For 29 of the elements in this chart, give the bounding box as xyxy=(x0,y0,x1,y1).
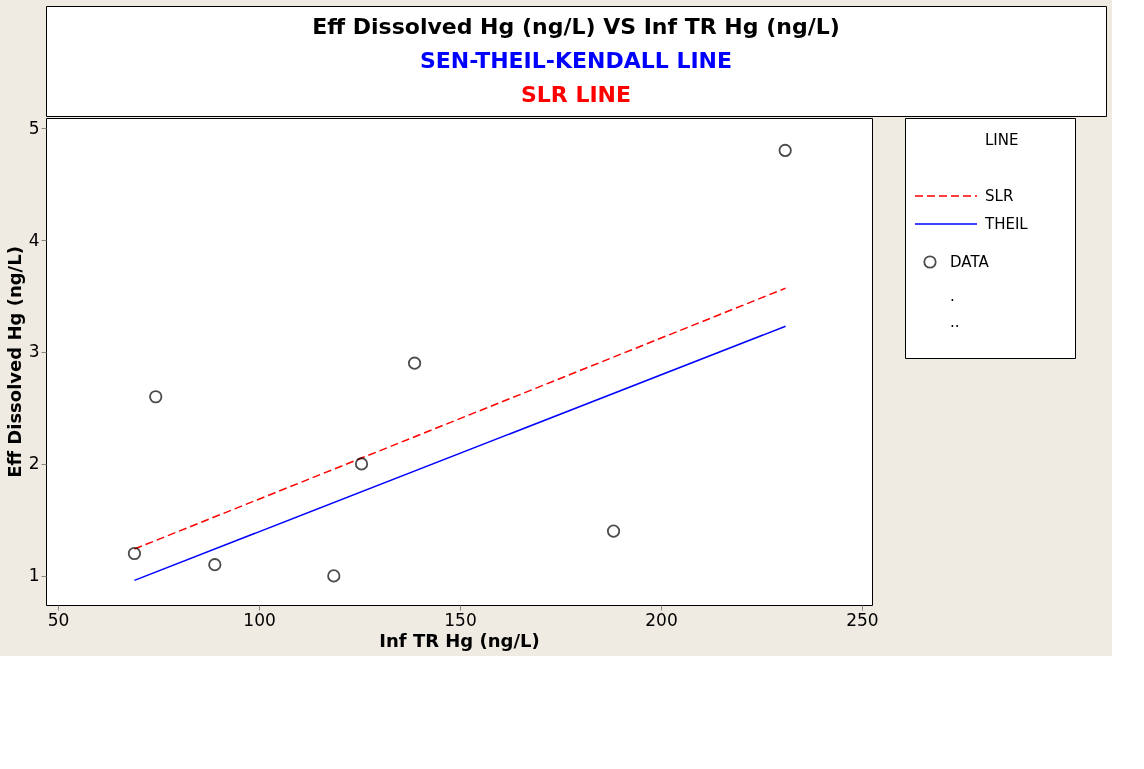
legend-label: SLR xyxy=(985,187,1014,205)
x-tick-label: 150 xyxy=(444,609,477,630)
text: . xyxy=(950,287,955,305)
legend-label: THEIL xyxy=(984,215,1029,233)
x-tick-label: 50 xyxy=(47,609,70,630)
point xyxy=(354,457,369,471)
x-tick-label: 250 xyxy=(846,609,879,630)
text: SLR LINE xyxy=(520,82,632,108)
x-axis-title: Inf TR Hg (ng/L) xyxy=(379,629,540,651)
point xyxy=(327,569,341,583)
y-tick-label: 2 xyxy=(28,453,40,474)
text: .. xyxy=(950,313,960,331)
y-axis-title: Eff Dissolved Hg (ng/L) xyxy=(3,246,25,478)
x-tick-label: 200 xyxy=(645,609,678,630)
point xyxy=(606,524,621,538)
point xyxy=(127,546,142,561)
y-tick-label: 3 xyxy=(28,341,40,362)
point xyxy=(208,558,222,572)
legend-label: DATA xyxy=(950,253,990,271)
x-tick-label: 100 xyxy=(243,609,276,630)
chart-title: Eff Dissolved Hg (ng/L) VS Inf TR Hg (ng/L) xyxy=(312,13,840,39)
y-tick-label: 1 xyxy=(28,565,40,586)
point xyxy=(149,390,163,404)
y-tick-label: 4 xyxy=(28,229,40,250)
y-tick-label: 5 xyxy=(28,117,40,138)
point xyxy=(407,356,422,370)
legend-title: LINE xyxy=(985,131,1019,149)
point xyxy=(778,143,792,158)
text: SEN-THEIL-KENDALL LINE xyxy=(419,48,733,73)
